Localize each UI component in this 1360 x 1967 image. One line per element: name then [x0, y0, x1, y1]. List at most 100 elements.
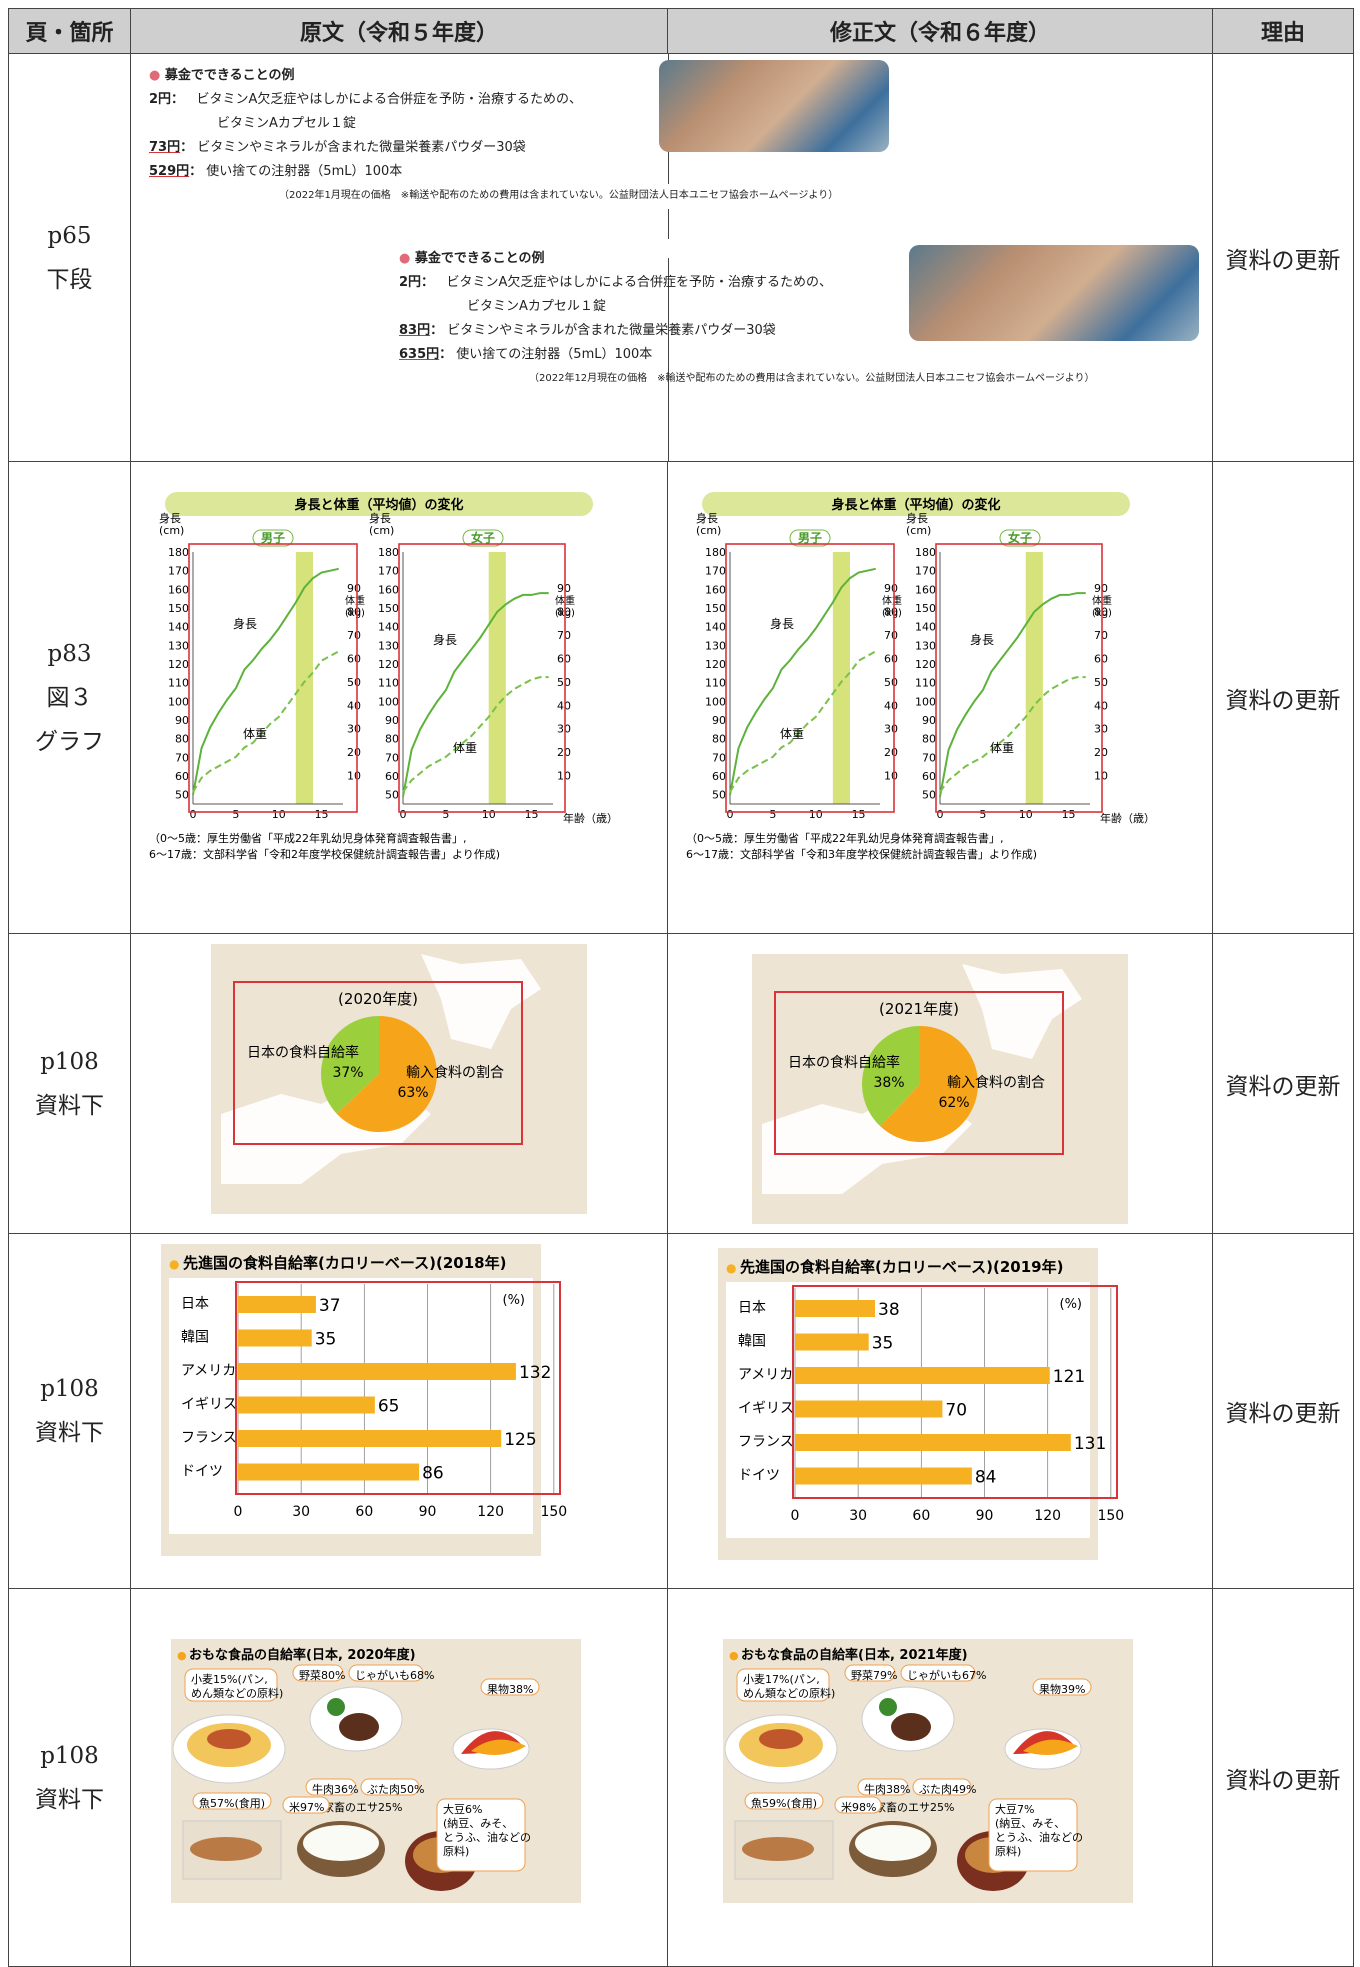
height-series-label: 身長	[970, 632, 994, 647]
y-tick-label: 70	[385, 751, 399, 764]
pie-label: 日本の食料自給率	[247, 1044, 359, 1061]
food-label: 野菜79%	[851, 1669, 897, 1682]
x-tick-label: 10	[1019, 808, 1033, 821]
panel-badge	[999, 529, 1041, 547]
bar-value: 125	[504, 1430, 536, 1450]
pie-slice-self-sufficiency	[321, 1016, 379, 1114]
y-tick-label: 70	[712, 751, 726, 764]
label-bubble	[988, 1798, 1078, 1872]
header-revised: 修正文（令和６年度）	[667, 8, 1213, 54]
item-text: 使い捨ての注射器（5mL）100本	[206, 164, 403, 179]
panel-label: 女子	[1008, 530, 1032, 545]
x-tick-label: 5	[979, 808, 986, 821]
pie-revised-cell: (2021年度) 日本の食料自給率 38% 輸入食料の割合 62%	[667, 933, 1213, 1234]
price-note: （2022年1月現在の価格 ※輸送や配布のための費用は含まれていない。公益財団法…	[279, 190, 839, 201]
x-tick-label: 0	[791, 1508, 800, 1524]
y2-tick-label: 80	[1094, 606, 1108, 619]
bar	[795, 1300, 876, 1317]
y-axis-unit: (cm)	[159, 524, 184, 537]
donation-title: 募金でできることの例	[414, 251, 545, 266]
y-tick-label: 180	[915, 546, 936, 559]
highlight-box	[774, 991, 1064, 1155]
y-tick-label: 170	[168, 565, 189, 578]
x-axis-label: 年齢（歳）	[563, 811, 618, 825]
x-tick-label: 5	[769, 808, 776, 821]
chart-title: 身長と体重（平均値）の変化	[294, 497, 463, 513]
bar	[795, 1434, 1071, 1451]
panel-label: 女子	[471, 530, 495, 545]
bar	[795, 1333, 869, 1351]
chart-title-bg	[165, 492, 593, 516]
y-tick-label: 120	[378, 658, 399, 671]
label-bubble	[282, 1796, 330, 1814]
food-label: 原料)	[443, 1844, 469, 1858]
y2-tick-label: 30	[884, 723, 898, 736]
y2-tick-label: 20	[1094, 746, 1108, 759]
y-tick-label: 130	[705, 639, 726, 652]
y-tick-label: 80	[712, 733, 726, 746]
header-original: 原文（令和５年度）	[130, 8, 668, 54]
y2-tick-label: 30	[347, 723, 361, 736]
hokkaido-shape	[962, 964, 1082, 1059]
pie-slice-self-sufficiency	[862, 1026, 920, 1127]
food-label: 家畜のエサ25%	[323, 1800, 402, 1814]
amount: 529円	[149, 164, 190, 179]
age-highlight-band	[295, 552, 313, 804]
y-tick-label: 120	[705, 658, 726, 671]
y-tick-label: 50	[922, 789, 936, 802]
source-note: 6～17歳：文部科学省「令和3年度学校保健統計調査報告書」より作成)	[686, 847, 1037, 861]
bullet-icon: ●	[729, 1649, 739, 1662]
donation-title: 募金でできることの例	[164, 68, 295, 83]
food-revised-cell: ● おもな食品の自給率(日本, 2021年度) 小麦17%(パン, めん類などの原料)…	[667, 1588, 1213, 1967]
weight-series-label: 体重	[990, 741, 1014, 755]
x-tick-label: 10	[482, 808, 496, 821]
y-tick-label: 160	[915, 583, 936, 596]
growth-chart-original-cell: 身長と体重（平均値）の変化 身長 (cm) 男子 50 60 70 80 90 100 110 120…	[130, 461, 668, 934]
x-tick-label: 0	[727, 808, 734, 821]
food-infographic-original: ● おもな食品の自給率(日本, 2020年度) 小麦15%(パン,めん類などの原料)…	[171, 1639, 581, 1903]
y-tick-label: 140	[168, 621, 189, 634]
y2-tick-label: 20	[557, 746, 571, 759]
unicef-photo-revised	[909, 245, 1199, 341]
amount: 83円	[399, 323, 431, 338]
fish-image	[190, 1837, 262, 1861]
pie-chart-revised: (2021年度) 日本の食料自給率 38% 輸入食料の割合 62%	[752, 954, 1128, 1224]
food-label: 米98%	[841, 1801, 876, 1814]
y-tick-label: 110	[915, 677, 936, 690]
food-label: 魚57%(食用)	[199, 1796, 265, 1810]
header-page: 頁・箇所	[8, 8, 131, 54]
bar-value: 132	[519, 1363, 551, 1383]
y2-tick-label: 90	[347, 582, 361, 595]
bar-revised-cell: ● 先進国の食料自給率(カロリーベース)(2019年) 0 30 60 90 120 150 (…	[667, 1233, 1213, 1589]
donation-box-revised: ● 募金でできることの例 2円： ビタミンA欠乏症やはしかによる合併症を予防・治…	[399, 247, 1199, 391]
bar	[238, 1463, 420, 1481]
hamburg-image	[339, 1713, 379, 1741]
x-tick-label: 10	[272, 808, 286, 821]
x-tick-label: 0	[937, 808, 944, 821]
food-label: 大豆6%	[443, 1802, 482, 1816]
label-bubble	[436, 1798, 526, 1872]
y-axis-title: 身長	[159, 511, 181, 525]
food-label: 野菜80%	[299, 1669, 345, 1682]
y2-tick-label: 90	[1094, 582, 1108, 595]
source-note: （0～5歳：厚生労働省「平成22年乳幼児身体発育調査報告書」,	[686, 831, 1004, 845]
bar-value: 65	[378, 1397, 400, 1417]
reason-cell: 資料の更新	[1212, 461, 1354, 934]
section-label: 下段	[46, 266, 93, 293]
y-tick-label: 110	[168, 677, 189, 690]
weight-series-label: 体重	[453, 741, 477, 755]
x-tick-label: 10	[809, 808, 823, 821]
amount: 2円	[149, 92, 172, 107]
y2-tick-label: 20	[347, 746, 361, 759]
food-label: じゃがいも68%	[355, 1668, 434, 1682]
y-tick-label: 90	[175, 714, 189, 727]
item-text: ビタミンやミネラルが含まれた微量栄養素パウダー30袋	[197, 140, 526, 155]
header-row: 頁・箇所 原文（令和５年度） 修正文（令和６年度） 理由	[8, 8, 1354, 54]
category-label: ドイツ	[738, 1468, 780, 1484]
bar	[795, 1467, 972, 1485]
section-label: 資料下	[35, 1092, 104, 1119]
food-label: めん類などの原料)	[191, 1686, 283, 1700]
page-cell: p83 図３ グラフ	[8, 461, 131, 934]
y-tick-label: 140	[915, 621, 936, 634]
pie-value: 37%	[332, 1065, 363, 1081]
